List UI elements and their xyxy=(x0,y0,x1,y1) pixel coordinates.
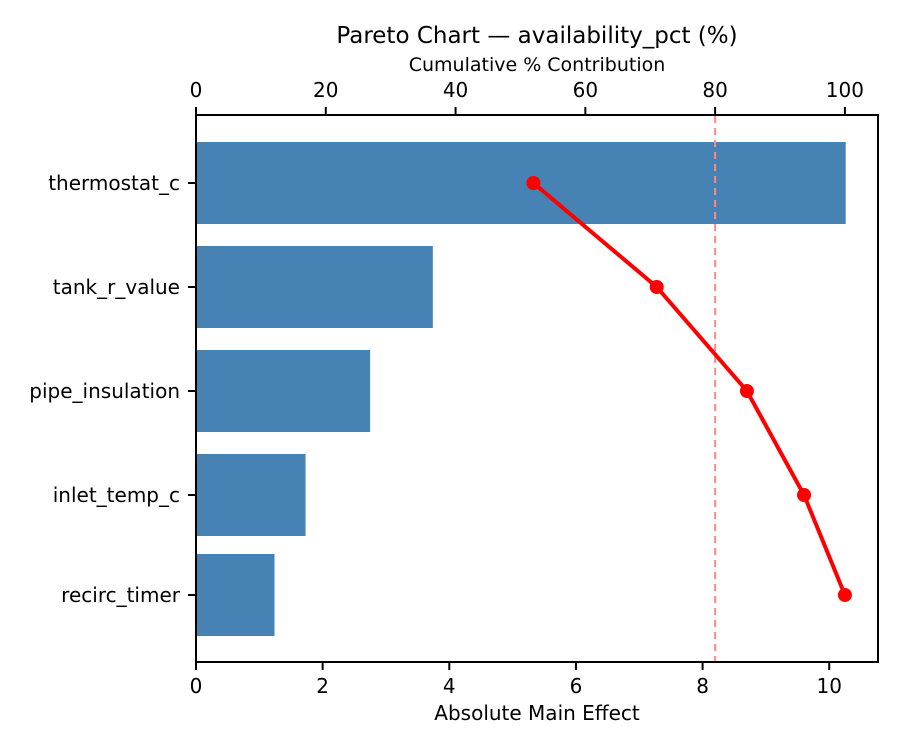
category-label-inlet_temp_c: inlet_temp_c xyxy=(53,483,180,507)
cumulative-point-recirc_timer xyxy=(837,588,852,602)
bar-pipe_insulation xyxy=(197,350,371,432)
cumulative-point-inlet_temp_c xyxy=(797,488,812,502)
top-tick-label-80: 80 xyxy=(702,78,727,102)
category-label-pipe_insulation: pipe_insulation xyxy=(29,379,180,403)
bottom-tick-label-8: 8 xyxy=(696,674,709,698)
bar-recirc_timer xyxy=(197,554,275,636)
plot-spines xyxy=(195,114,879,663)
cumulative-point-tank_r_value xyxy=(649,280,664,294)
top-tick-label-100: 100 xyxy=(826,78,864,102)
cumulative-point-pipe_insulation xyxy=(739,384,754,398)
bar-tank_r_value xyxy=(197,246,433,328)
bar-thermostat_c xyxy=(197,142,846,224)
cumulative-point-thermostat_c xyxy=(526,176,541,190)
top-tick-label-60: 60 xyxy=(573,78,598,102)
top-tick-label-20: 20 xyxy=(313,78,338,102)
chart-title: Pareto Chart — availability_pct (%) xyxy=(336,23,738,49)
cumulative-line xyxy=(531,181,847,597)
category-label-tank_r_value: tank_r_value xyxy=(53,275,180,299)
category-label-thermostat_c: thermostat_c xyxy=(48,171,180,195)
bar-inlet_temp_c xyxy=(197,454,306,536)
bottom-tick-label-0: 0 xyxy=(190,674,203,698)
category-label-recirc_timer: recirc_timer xyxy=(61,583,181,607)
top-tick-label-0: 0 xyxy=(190,78,203,102)
top-axis-label: Cumulative % Contribution xyxy=(408,54,666,76)
bottom-tick-label-2: 2 xyxy=(316,674,329,698)
bottom-tick-label-6: 6 xyxy=(570,674,583,698)
bottom-tick-label-10: 10 xyxy=(817,674,842,698)
bottom-axis-label: Absolute Main Effect xyxy=(434,701,640,725)
bottom-tick-label-4: 4 xyxy=(443,674,456,698)
top-tick-label-40: 40 xyxy=(443,78,468,102)
